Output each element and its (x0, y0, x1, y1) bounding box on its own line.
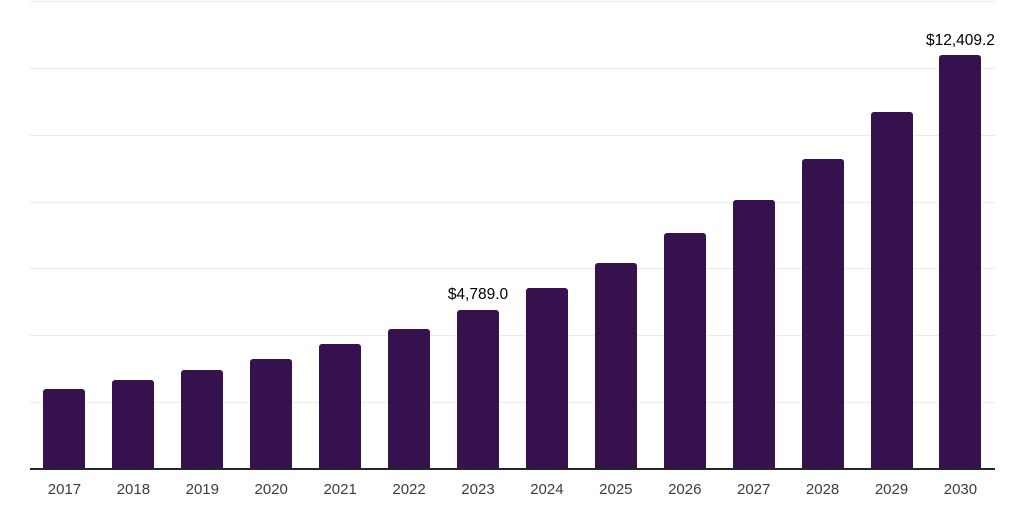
bar-2020 (250, 359, 293, 470)
bars: $4,789.0 $12,409.2 (30, 2, 995, 470)
x-tick-label-2018: 2018 (116, 481, 151, 498)
bar-2018 (112, 380, 155, 470)
bar-slot-2023: $4,789.0 (444, 2, 513, 470)
bar-slot-2019 (168, 2, 237, 470)
x-tick-label-2021: 2021 (323, 481, 357, 498)
x-tick-label-2023: 2023 (461, 481, 495, 498)
bar-slot-2022 (375, 2, 444, 470)
x-axis-line (30, 468, 995, 470)
bar-value-label-2023: $4,789.0 (447, 286, 509, 304)
bar-slot-2021 (306, 2, 375, 470)
bar-2028 (801, 158, 844, 470)
bar-slot-2018 (99, 2, 168, 470)
gridline-12000 (30, 67, 995, 69)
bar-2024 (525, 288, 568, 470)
bar-2026 (663, 233, 706, 470)
bar-2025 (594, 263, 637, 470)
bar-2019 (181, 370, 224, 470)
x-tick-label-2024: 2024 (530, 481, 564, 498)
x-tick-label-2027: 2027 (736, 481, 771, 498)
x-tick-label-2029: 2029 (874, 481, 909, 498)
x-tick-label-2020: 2020 (254, 481, 288, 498)
gridline-4000 (30, 335, 995, 337)
bar-slot-2030: $12,409.2 (926, 2, 995, 470)
bar-2022 (388, 329, 431, 470)
gridline-6000 (30, 268, 995, 270)
x-tick-label-2028: 2028 (805, 481, 840, 498)
bar-2023 (456, 309, 499, 470)
bar-slot-2028 (788, 2, 857, 470)
x-tick-label-2026: 2026 (668, 481, 702, 498)
x-tick-label-2019: 2019 (185, 481, 219, 498)
gridline-2000 (30, 402, 995, 404)
x-tick-label-2030: 2030 (943, 481, 978, 498)
bar-slot-2027 (719, 2, 788, 470)
x-tick-label-2017: 2017 (47, 481, 82, 498)
bar-slot-2020 (237, 2, 306, 470)
bar-2030 (939, 55, 982, 470)
gridline-8000 (30, 201, 995, 203)
plot-area: $4,789.0 $12,409.2 (30, 1, 995, 470)
gridline-14000 (30, 1, 995, 2)
bar-slot-2025 (581, 2, 650, 470)
bar-2027 (732, 199, 775, 470)
bar-value-label-2030: $12,409.2 (925, 31, 995, 49)
bar-2017 (43, 389, 86, 470)
gridline-10000 (30, 134, 995, 136)
bar-slot-2024 (512, 2, 581, 470)
x-tick-label-2025: 2025 (599, 481, 633, 498)
bar-slot-2017 (30, 2, 99, 470)
bar-slot-2029 (857, 2, 926, 470)
bar-slot-2026 (650, 2, 719, 470)
x-tick-label-2022: 2022 (392, 481, 426, 498)
x-axis-labels: 2017 2018 2019 2020 2021 2022 2023 2024 2025 2026… (30, 481, 995, 499)
bar-2029 (870, 111, 913, 470)
bar-2021 (319, 344, 362, 470)
